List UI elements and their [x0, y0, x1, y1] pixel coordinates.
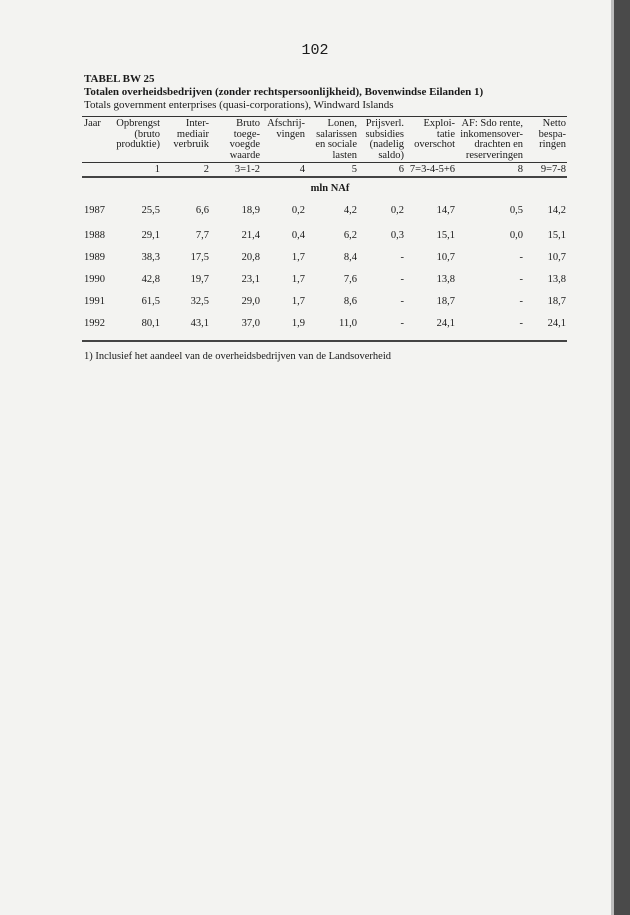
- row-year: 1987: [84, 205, 105, 216]
- row-year: 1988: [84, 230, 105, 241]
- column-code: 4: [299, 164, 305, 175]
- table-cell: 18,7: [436, 296, 455, 307]
- table-cell: 20,8: [241, 252, 260, 263]
- column-header: Inter- mediair verbruik: [173, 118, 209, 150]
- column-code: 5: [351, 164, 357, 175]
- table-title-dutch: Totalen overheidsbedrijven (zonder recht…: [84, 86, 484, 98]
- table-cell: 10,7: [436, 252, 455, 263]
- table-cell: 38,3: [141, 252, 160, 263]
- table-cell: 43,1: [190, 318, 209, 329]
- table-cell: 42,8: [141, 274, 160, 285]
- column-code: 3=1-2: [234, 164, 260, 175]
- table-cell: 4,2: [343, 205, 357, 216]
- table-cell: -: [400, 296, 405, 307]
- row-year: 1990: [84, 274, 105, 285]
- column-header: Lonen, salarissen en sociale lasten: [315, 118, 357, 161]
- column-header: Jaar: [84, 118, 101, 129]
- table-cell: 29,1: [141, 230, 160, 241]
- table-cell: 17,5: [190, 252, 209, 263]
- table-cell: 25,5: [141, 205, 160, 216]
- table-cell: -: [400, 318, 405, 329]
- table-cell: 10,7: [547, 252, 566, 263]
- table-cell: 0,5: [509, 205, 523, 216]
- table-cell: 15,1: [547, 230, 566, 241]
- table-cell: 18,9: [241, 205, 260, 216]
- table-cell: 21,4: [241, 230, 260, 241]
- table-cell: 0,2: [390, 205, 404, 216]
- table-cell: 37,0: [241, 318, 260, 329]
- footnote: 1) Inclusief het aandeel van de overheid…: [84, 351, 392, 362]
- table-cell: -: [519, 296, 524, 307]
- column-header: Netto bespa- ringen: [538, 118, 566, 150]
- table-cell: -: [519, 252, 524, 263]
- table-cell: -: [519, 274, 524, 285]
- column-code: 9=7-8: [540, 164, 566, 175]
- column-header: Afschrij- vingen: [267, 118, 305, 140]
- column-code: 2: [203, 164, 209, 175]
- unit-label: mln NAf: [310, 183, 350, 194]
- column-code: 6: [398, 164, 404, 175]
- table-cell: 1,7: [291, 274, 305, 285]
- row-year: 1992: [84, 318, 105, 329]
- row-year: 1991: [84, 296, 105, 307]
- table-cell: 24,1: [547, 318, 566, 329]
- table-cell: -: [519, 318, 524, 329]
- scan-edge: [614, 0, 630, 915]
- table-cell: 1,7: [291, 252, 305, 263]
- table-cell: 8,6: [343, 296, 357, 307]
- table-cell: 80,1: [141, 318, 160, 329]
- table-cell: 13,8: [436, 274, 455, 285]
- table-cell: 0,2: [291, 205, 305, 216]
- table-cell: 8,4: [343, 252, 357, 263]
- table-cell: 15,1: [436, 230, 455, 241]
- table-cell: 1,7: [291, 296, 305, 307]
- table-cell: 61,5: [141, 296, 160, 307]
- table-cell: 0,0: [509, 230, 523, 241]
- column-header: Exploi- tatie overschot: [414, 118, 455, 150]
- table-top-rule: [82, 116, 567, 117]
- column-header: Bruto toege- voegde waarde: [229, 118, 260, 161]
- column-code: 8: [517, 164, 523, 175]
- table-cell: 11,0: [339, 318, 357, 329]
- table-cell: 6,6: [195, 205, 209, 216]
- table-cell: 13,8: [547, 274, 566, 285]
- table-bottom-rule: [82, 340, 567, 342]
- table-cell: 14,7: [436, 205, 455, 216]
- code-rule: [82, 176, 567, 178]
- header-rule: [82, 162, 567, 163]
- table-cell: -: [400, 274, 405, 285]
- column-code: 1: [154, 164, 160, 175]
- table-cell: 24,1: [436, 318, 455, 329]
- scan-edge-shadow: [611, 0, 614, 915]
- table-cell: 19,7: [190, 274, 209, 285]
- table-cell: 6,2: [343, 230, 357, 241]
- page-number: 102: [301, 42, 329, 59]
- table-cell: 0,3: [390, 230, 404, 241]
- column-code: 7=3-4-5+6: [409, 164, 455, 175]
- table-cell: 23,1: [241, 274, 260, 285]
- table-title-english: Totals government enterprises (quasi-cor…: [84, 99, 394, 111]
- table-cell: -: [400, 252, 405, 263]
- table-cell: 7,6: [343, 274, 357, 285]
- table-cell: 29,0: [241, 296, 260, 307]
- table-cell: 18,7: [547, 296, 566, 307]
- table-cell: 1,9: [291, 318, 305, 329]
- table-cell: 32,5: [190, 296, 209, 307]
- column-header: Prijsverl. subsidies (nadelig saldo): [365, 118, 404, 161]
- column-header: Opbrengst (bruto produktie): [116, 118, 160, 150]
- table-label: TABEL BW 25: [84, 73, 155, 85]
- column-header: AF: Sdo rente, inkomensover- drachten en…: [460, 118, 523, 161]
- table-cell: 7,7: [195, 230, 209, 241]
- table-cell: 0,4: [291, 230, 305, 241]
- table-cell: 14,2: [547, 205, 566, 216]
- row-year: 1989: [84, 252, 105, 263]
